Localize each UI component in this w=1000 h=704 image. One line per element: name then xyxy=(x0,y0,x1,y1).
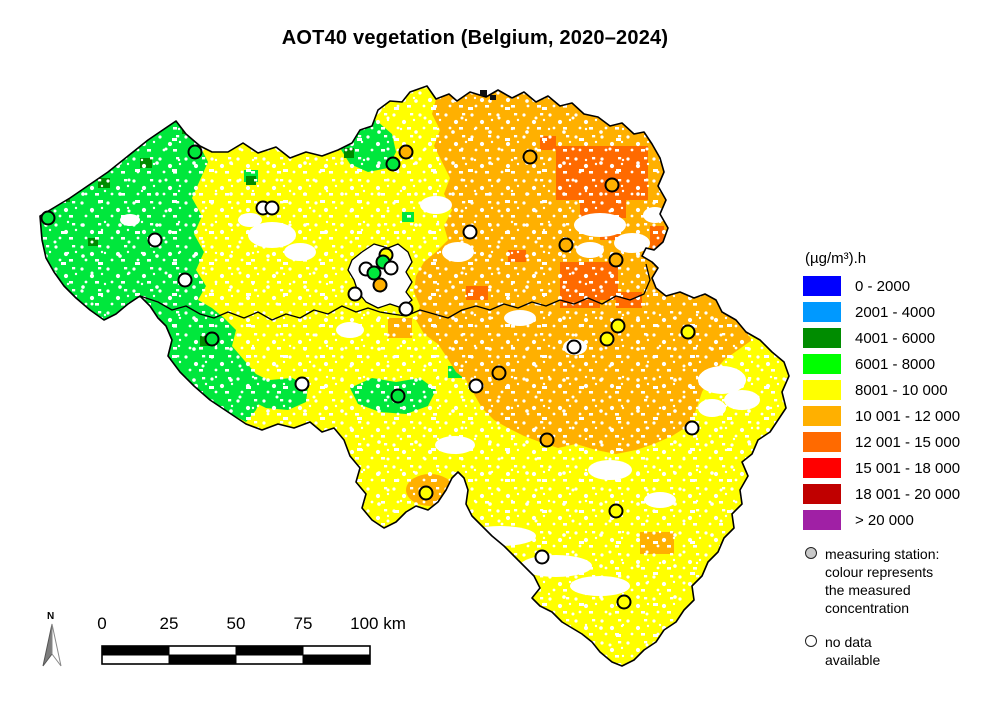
speckle-overlay-2 xyxy=(40,86,789,666)
legend-swatch xyxy=(803,276,841,296)
legend-class-row: 10 001 - 12 000 xyxy=(803,403,999,429)
station-marker xyxy=(491,365,507,381)
legend-class-row: 6001 - 8000 xyxy=(803,351,999,377)
page-title: AOT40 vegetation (Belgium, 2020–2024) xyxy=(281,27,669,49)
no-data-text: no data available xyxy=(825,634,881,668)
station-marker xyxy=(347,286,363,302)
legend-class-label: 8001 - 10 000 xyxy=(855,381,948,399)
legend-class-label: 18 001 - 20 000 xyxy=(855,485,961,503)
legend-swatch xyxy=(803,354,841,374)
station-marker xyxy=(294,376,310,392)
legend-swatch xyxy=(803,380,841,400)
station-marker xyxy=(608,252,624,268)
legend-swatch xyxy=(803,484,841,504)
station-marker xyxy=(398,301,414,317)
legend-class-label: 15 001 - 18 000 xyxy=(855,459,961,477)
station-marker xyxy=(372,277,388,293)
legend-measuring-station-note: measuring station: colour represents the… xyxy=(803,545,999,617)
station-marker xyxy=(680,324,696,340)
station-marker xyxy=(566,339,582,355)
legend-swatch xyxy=(803,328,841,348)
station-marker xyxy=(204,331,220,347)
legend-class-row: 4001 - 6000 xyxy=(803,325,999,351)
station-marker xyxy=(398,144,414,160)
station-marker xyxy=(383,260,399,276)
station-marker xyxy=(534,549,550,565)
scale-tick-0: 0 xyxy=(97,614,107,633)
legend-class-row: > 20 000 xyxy=(803,507,999,533)
legend-class-label: 2001 - 4000 xyxy=(855,303,936,321)
baarle-enclaves xyxy=(480,90,496,100)
legend-class-row: 0 - 2000 xyxy=(803,273,999,299)
station-marker xyxy=(522,149,538,165)
station-marker xyxy=(385,156,401,172)
legend-class-label: 12 001 - 15 000 xyxy=(855,433,961,451)
legend-no-data-note: no data available xyxy=(803,633,999,669)
north-label: N xyxy=(47,611,55,622)
north-arrow-icon xyxy=(42,623,62,667)
station-marker xyxy=(558,237,574,253)
legend-class-row: 8001 - 10 000 xyxy=(803,377,999,403)
station-marker xyxy=(599,331,615,347)
station-marker xyxy=(608,503,624,519)
legend-class-label: 4001 - 6000 xyxy=(855,329,936,347)
legend-swatch xyxy=(803,432,841,452)
station-marker xyxy=(604,177,620,193)
legend-class-label: > 20 000 xyxy=(855,511,914,529)
legend-class-label: 6001 - 8000 xyxy=(855,355,936,373)
station-marker xyxy=(390,388,406,404)
station-marker xyxy=(684,420,700,436)
legend-unit-label: (µg/m³).h xyxy=(805,250,867,267)
station-marker xyxy=(147,232,163,248)
station-marker xyxy=(610,318,626,334)
legend-class-label: 0 - 2000 xyxy=(855,277,911,295)
legend-class-row: 2001 - 4000 xyxy=(803,299,999,325)
station-marker xyxy=(462,224,478,240)
station-marker xyxy=(468,378,484,394)
no-data-station-icon xyxy=(805,635,817,647)
scale-bar xyxy=(101,645,371,665)
legend-swatch xyxy=(803,510,841,530)
station-marker xyxy=(264,200,280,216)
station-marker xyxy=(187,144,203,160)
station-marker xyxy=(40,210,56,226)
legend-class-label: 10 001 - 12 000 xyxy=(855,407,961,425)
station-marker xyxy=(177,272,193,288)
legend-class-row: 12 001 - 15 000 xyxy=(803,429,999,455)
scale-tick-50: 50 xyxy=(226,614,246,633)
legend-swatch xyxy=(803,302,841,322)
legend-swatch xyxy=(803,406,841,426)
scale-tick-75: 75 xyxy=(293,614,313,633)
belgium-outline xyxy=(39,85,790,667)
station-marker xyxy=(616,594,632,610)
station-marker xyxy=(539,432,555,448)
legend-class-row: 18 001 - 20 000 xyxy=(803,481,999,507)
scale-tick-100km: 100 km xyxy=(350,614,406,633)
legend-class-row: 15 001 - 18 000 xyxy=(803,455,999,481)
station-markers xyxy=(40,144,700,610)
legend: (µg/m³).h 0 - 2000 2001 - 4000 4001 - 60… xyxy=(803,250,999,669)
measuring-station-icon xyxy=(805,547,817,559)
belgium-landmass xyxy=(39,85,790,667)
measuring-station-text: measuring station: colour represents the… xyxy=(825,546,940,616)
legend-swatch xyxy=(803,458,841,478)
station-marker xyxy=(418,485,434,501)
scale-tick-25: 25 xyxy=(159,614,179,633)
station-marker xyxy=(366,265,382,281)
